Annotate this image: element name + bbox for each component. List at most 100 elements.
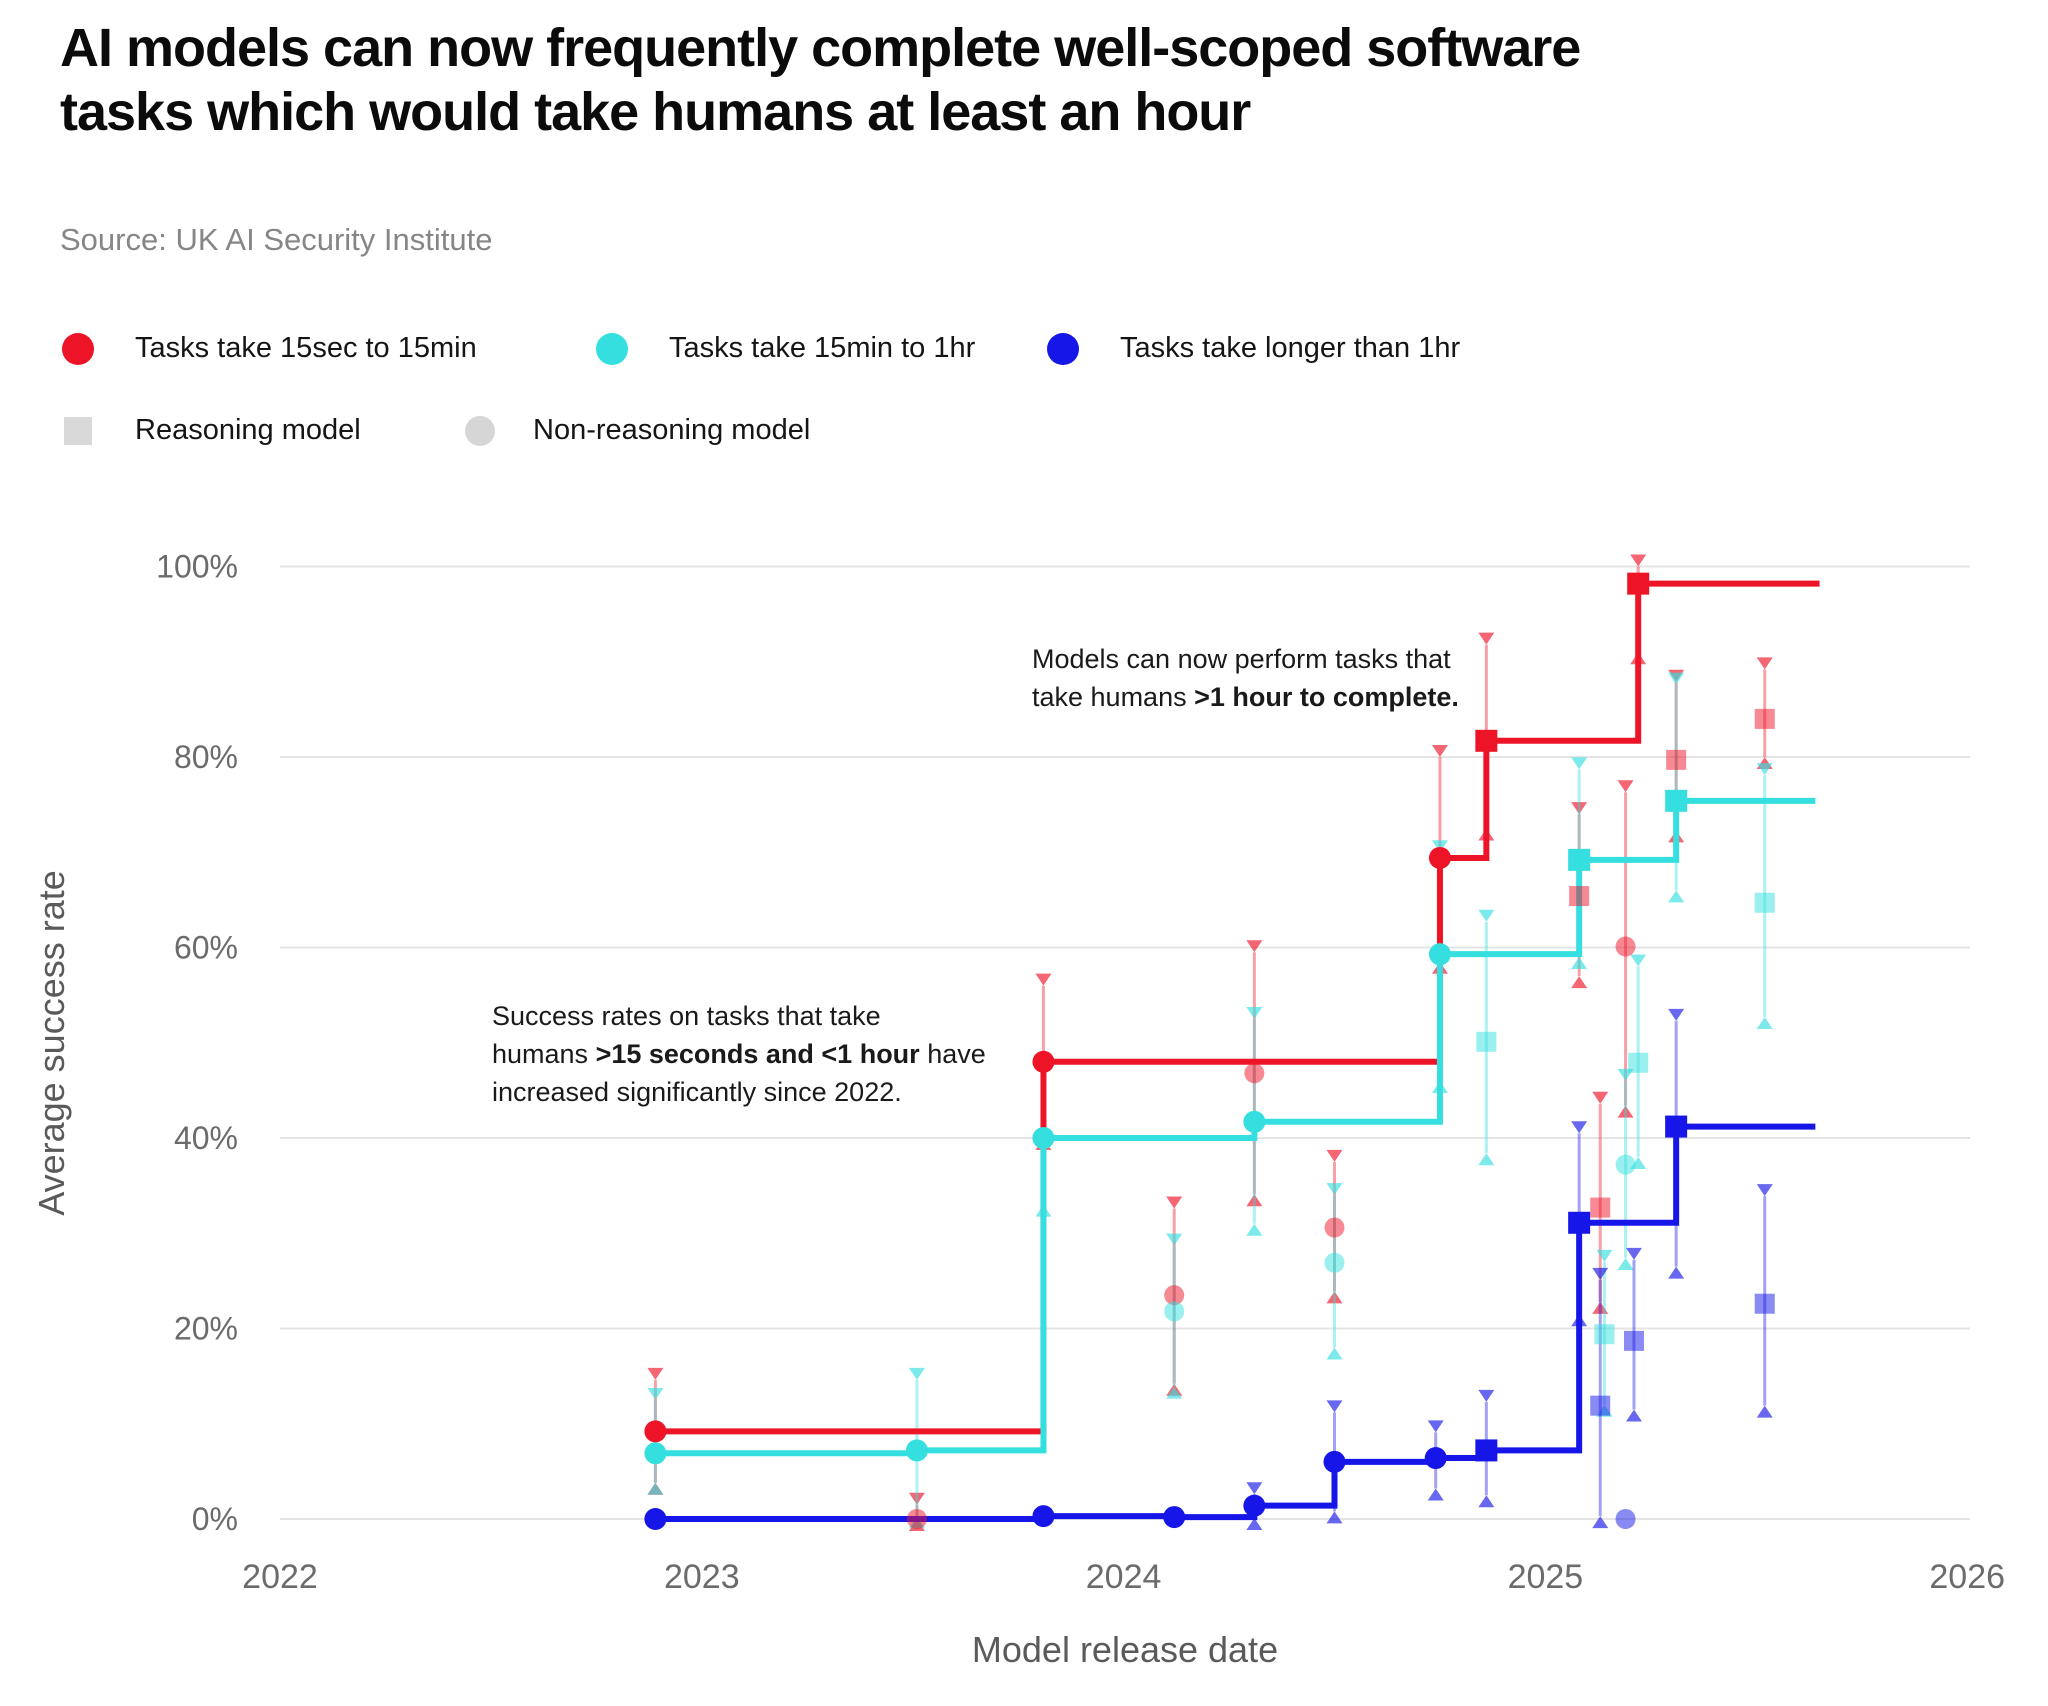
- frontier-circle-marker: [1428, 943, 1451, 966]
- error-bar-top-cap-icon: [1756, 763, 1773, 776]
- error-bar-top-cap-icon: [1246, 1482, 1263, 1495]
- error-bar-top-cap-icon: [1571, 1121, 1588, 1134]
- x-tick-label: 2025: [1508, 1558, 1584, 1596]
- error-bar-top-cap-icon: [1326, 1183, 1343, 1196]
- legend-item-15min-1hr: Tasks take 15min to 1hr: [596, 332, 975, 365]
- y-axis-title: Average success rate: [31, 870, 72, 1216]
- error-bar-top-cap-icon: [1431, 840, 1448, 853]
- error-bar-bottom-cap-icon: [1571, 976, 1588, 989]
- non-frontier-square-marker: [1754, 708, 1775, 729]
- error-bar-top-cap-icon: [1166, 1233, 1183, 1246]
- frontier-circle-marker: [1424, 1447, 1447, 1470]
- title-line-2: tasks which would take humans at least a…: [60, 82, 1251, 142]
- non-frontier-square-marker: [1569, 886, 1590, 907]
- frontier-circle-marker: [644, 1442, 667, 1465]
- non-frontier-square-marker: [1476, 1031, 1497, 1052]
- legend-item-reasoning: Reasoning model: [64, 414, 361, 447]
- error-bar-top-cap-icon: [647, 1367, 664, 1380]
- error-bar-top-cap-icon: [908, 1492, 925, 1505]
- error-bar-bottom-cap-icon: [1326, 1347, 1343, 1360]
- non-frontier-square-marker: [1590, 1395, 1611, 1416]
- y-tick-label: 20%: [174, 1311, 238, 1347]
- frontier-square-marker: [1627, 572, 1650, 595]
- non-frontier-circle-marker: [1164, 1285, 1185, 1306]
- non-frontier-circle-marker: [1615, 1154, 1636, 1175]
- error-bar-top-cap-icon: [647, 1387, 664, 1400]
- error-bar-bottom-cap-icon: [1617, 1258, 1634, 1271]
- frontier-square-marker: [1665, 789, 1688, 812]
- non-frontier-circle-marker: [1164, 1301, 1185, 1322]
- error-bar-top-cap-icon: [1571, 757, 1588, 770]
- error-bar-top-cap-icon: [1630, 954, 1647, 967]
- error-bar-bottom-cap-icon: [1571, 957, 1588, 970]
- frontier-step-line-cyan: [655, 797, 1816, 1457]
- annotation-under-1-hour: Success rates on tasks that take humans >…: [492, 1001, 986, 1107]
- error-bar-bottom-cap-icon: [1166, 1386, 1183, 1399]
- legend-item-15sec-15min: Tasks take 15sec to 15min: [62, 332, 477, 365]
- error-bar-bottom-cap-icon: [1625, 1409, 1642, 1422]
- error-bar-top-cap-icon: [1617, 780, 1634, 793]
- error-bar-top-cap-icon: [1668, 1008, 1685, 1021]
- non-frontier-circle-marker: [1615, 936, 1636, 957]
- non-frontier-square-marker: [1754, 1293, 1775, 1314]
- non-frontier-square-marker: [1590, 1197, 1611, 1218]
- error-bar-top-cap-icon: [1035, 973, 1052, 986]
- error-bar-top-cap-icon: [1478, 1389, 1495, 1402]
- title-line-1: AI models can now frequently complete we…: [60, 18, 1581, 78]
- non-frontier-square-marker: [1754, 892, 1775, 913]
- error-bar-bottom-cap-icon: [1246, 1223, 1263, 1236]
- error-bar-top-cap-icon: [1246, 940, 1263, 953]
- legend-label: Non-reasoning model: [533, 414, 811, 446]
- blue-series-dot-icon: [1047, 332, 1079, 365]
- reasoning-square-icon: [64, 416, 92, 445]
- frontier-step-line-blue: [655, 1123, 1816, 1522]
- error-bar-top-cap-icon: [1592, 1267, 1609, 1280]
- error-bar-top-cap-icon: [1756, 657, 1773, 670]
- annotation-over-1-hour: Models can now perform tasks that take hu…: [1032, 644, 1459, 712]
- error-bar-bottom-cap-icon: [1592, 1301, 1609, 1314]
- error-bar-top-cap-icon: [1326, 1149, 1343, 1162]
- error-bar-top-cap-icon: [1571, 802, 1588, 815]
- error-bar-bottom-cap-icon: [1756, 1017, 1773, 1030]
- legend-label: Tasks take 15min to 1hr: [669, 332, 976, 364]
- error-bar-top-cap-icon: [1326, 1400, 1343, 1413]
- non-frontier-circle-marker: [1615, 1509, 1636, 1529]
- non-frontier-circle-marker: [1324, 1252, 1345, 1273]
- error-bar-bottom-cap-icon: [1668, 890, 1685, 903]
- error-bar-bottom-cap-icon: [1478, 1153, 1495, 1166]
- error-bar-bottom-cap-icon: [1478, 1495, 1495, 1508]
- frontier-circle-marker: [1032, 1050, 1055, 1073]
- page-title: AI models can now frequently complete we…: [60, 16, 1581, 144]
- non-frontier-square-marker: [1628, 1052, 1649, 1073]
- error-bar-top-cap-icon: [1246, 1006, 1263, 1019]
- error-bar-top-cap-icon: [1630, 554, 1647, 567]
- frontier-circle-marker: [905, 1439, 928, 1462]
- frontier-square-marker: [1568, 1211, 1591, 1234]
- frontier-circle-marker: [1428, 846, 1451, 869]
- x-tick-label: 2023: [664, 1558, 740, 1596]
- x-axis-title: Model release date: [972, 1629, 1278, 1670]
- error-bar-bottom-cap-icon: [1326, 1511, 1343, 1524]
- frontier-circle-marker: [1323, 1450, 1346, 1473]
- error-bar-bottom-cap-icon: [1427, 1488, 1444, 1501]
- error-bar-bottom-cap-icon: [1592, 1516, 1609, 1529]
- error-bar-top-cap-icon: [1592, 1091, 1609, 1104]
- frontier-square-marker: [1568, 848, 1591, 871]
- x-tick-label: 2022: [242, 1558, 318, 1596]
- x-tick-label: 2026: [1929, 1558, 2005, 1596]
- frontier-circle-marker: [1243, 1494, 1266, 1517]
- legend-item-longer-1hr: Tasks take longer than 1hr: [1047, 332, 1460, 365]
- frontier-circle-marker: [1032, 1127, 1055, 1149]
- non-reasoning-circle-icon: [465, 415, 495, 446]
- non-frontier-circle-marker: [906, 1509, 927, 1529]
- frontier-square-marker: [1475, 1439, 1498, 1462]
- error-bar-top-cap-icon: [1596, 1249, 1613, 1262]
- source-caption: Source: UK AI Security Institute: [60, 222, 493, 257]
- cyan-series-dot-icon: [596, 332, 628, 365]
- error-bar-bottom-cap-icon: [1246, 1194, 1263, 1207]
- frontier-square-marker: [1475, 729, 1498, 752]
- frontier-circle-marker: [644, 1420, 667, 1443]
- non-frontier-square-marker: [1666, 749, 1687, 770]
- error-bar-top-cap-icon: [1756, 1184, 1773, 1197]
